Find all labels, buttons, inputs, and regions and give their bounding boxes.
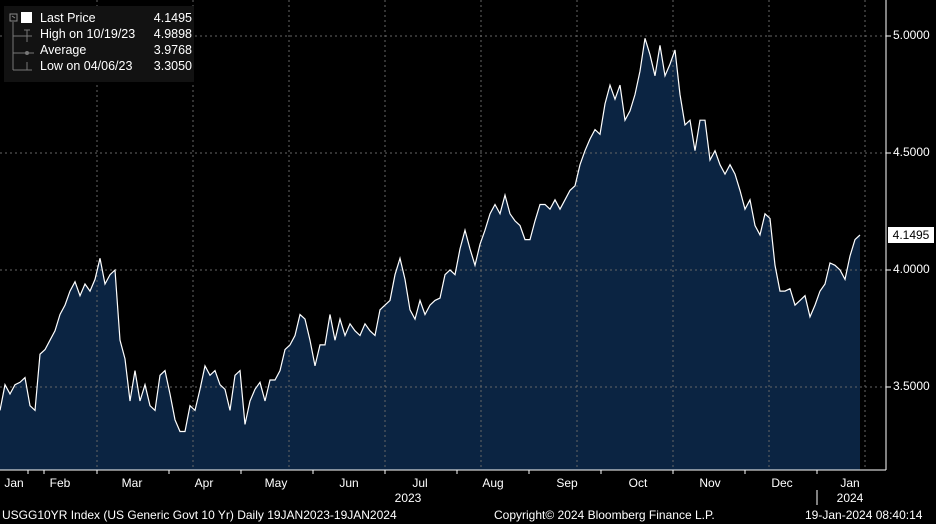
x-tick-label: Jan (4, 476, 24, 490)
x-tick-label: May (264, 476, 288, 490)
legend-last-price[interactable]: Last Price 4.1495 (40, 11, 192, 27)
legend-low[interactable]: Low on 04/06/23 3.3050 (40, 59, 192, 75)
legend-label: Last Price (40, 11, 96, 25)
y-tick-label: 4.0000 (893, 262, 930, 276)
price-line (0, 38, 861, 433)
y-tick-label: 5.0000 (893, 28, 930, 42)
legend-tree-icon (9, 12, 34, 71)
last-price-marker: 4.1495 (888, 227, 934, 243)
legend-label: Low on 04/06/23 (40, 59, 133, 73)
y-tick-label: 4.5000 (893, 145, 930, 159)
legend-high[interactable]: High on 10/19/23 4.9898 (40, 27, 192, 43)
legend-value: 3.9768 (153, 43, 192, 57)
x-tick-label: Aug (482, 476, 504, 490)
legend-label: Average (40, 43, 87, 57)
year-label: 2023 (394, 491, 422, 505)
copyright: Copyright© 2024 Bloomberg Finance L.P. (494, 508, 715, 522)
x-tick-label: Feb (49, 476, 71, 490)
y-tick-label: 3.5000 (893, 379, 930, 393)
x-tick-label: Apr (194, 476, 214, 490)
x-tick-label: Dec (771, 476, 793, 490)
x-tick-label: Oct (628, 476, 648, 490)
legend-value: 4.9898 (153, 27, 192, 41)
security-description: USGG10YR Index (US Generic Govt 10 Yr) D… (2, 508, 397, 522)
legend-value: 3.3050 (153, 59, 192, 73)
x-tick-label: Jan (840, 476, 860, 490)
legend-value: 4.1495 (153, 11, 192, 25)
area-fill (0, 38, 860, 471)
legend-average[interactable]: Average 3.9768 (40, 43, 192, 59)
legend-label: High on 10/19/23 (40, 27, 136, 41)
x-tick-label: Nov (699, 476, 721, 490)
x-tick-label: Jul (412, 476, 428, 490)
x-tick-label: Sep (556, 476, 578, 490)
year-label: 2024 (836, 491, 864, 505)
x-tick-label: Mar (121, 476, 143, 490)
x-tick-label: Jun (339, 476, 359, 490)
timestamp: 19-Jan-2024 08:40:14 (805, 508, 923, 522)
legend: Last Price 4.1495 High on 10/19/23 4.9898 … (4, 6, 194, 82)
